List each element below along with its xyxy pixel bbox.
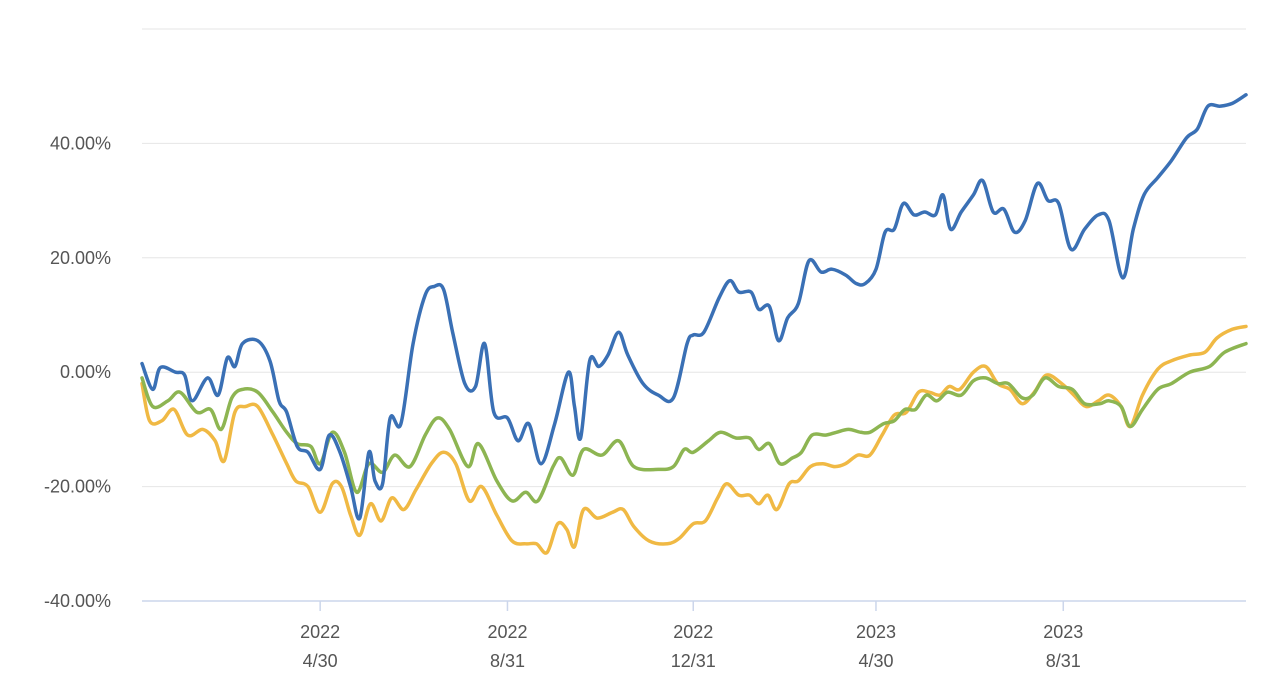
y-tick-label: 20.00% xyxy=(50,248,111,268)
x-tick-year-label: 2022 xyxy=(487,622,527,642)
x-tick-date-label: 8/31 xyxy=(1046,651,1081,671)
series-lines xyxy=(140,93,1248,555)
grid-lines xyxy=(142,28,1246,488)
x-tick-year-label: 2022 xyxy=(300,622,340,642)
x-axis-labels: 2022 4/30 2022 8/31 2022 12/31 2023 4/30 2023 8/3… xyxy=(300,601,1083,671)
x-tick-date-label: 4/30 xyxy=(858,651,893,671)
series-line-3 xyxy=(140,324,1248,555)
x-tick-date-label: 8/31 xyxy=(490,651,525,671)
x-tick-date-label: 12/31 xyxy=(671,651,716,671)
y-axis-labels: 40.00% 20.00% 0.00% -20.00% -40.00% xyxy=(44,133,111,611)
y-tick-label: -40.00% xyxy=(44,591,111,611)
y-tick-label: -20.00% xyxy=(44,477,111,497)
x-tick-date-label: 4/30 xyxy=(303,651,338,671)
y-tick-label: 40.00% xyxy=(50,133,111,153)
x-tick-year-label: 2023 xyxy=(856,622,896,642)
y-tick-label: 0.00% xyxy=(60,362,111,382)
series-line-2 xyxy=(140,341,1248,504)
series-line-1 xyxy=(140,93,1248,521)
x-tick-year-label: 2022 xyxy=(673,622,713,642)
x-tick-year-label: 2023 xyxy=(1043,622,1083,642)
